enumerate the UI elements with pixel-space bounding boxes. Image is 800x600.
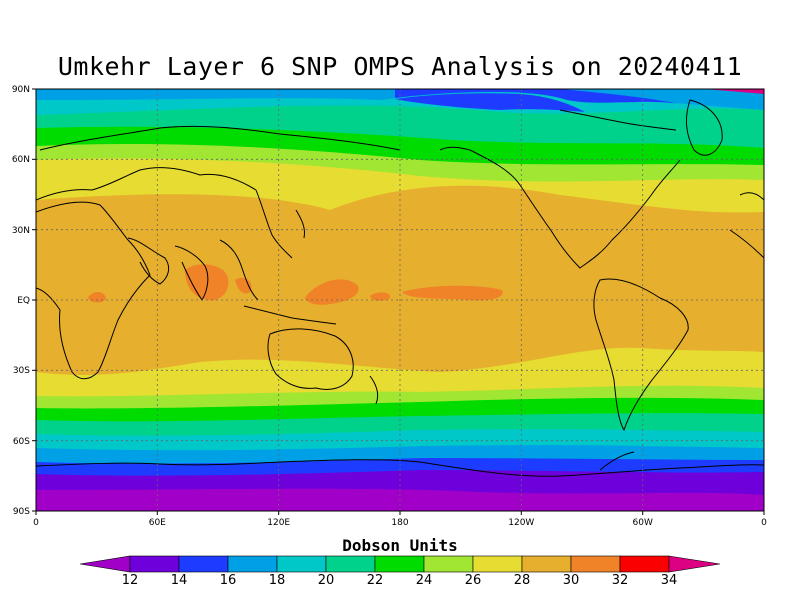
colorbar-segment <box>374 555 425 573</box>
colorbar-tick-label: 12 <box>122 573 139 588</box>
coast-greenland <box>686 99 723 156</box>
lon-label: 120W <box>508 518 534 528</box>
blob-32-pacific <box>305 279 359 305</box>
lon-label: 120E <box>267 518 290 528</box>
lon-label: 60W <box>633 518 653 528</box>
lon-label: 0 <box>33 518 39 528</box>
colorbar-tick-label: 34 <box>661 573 678 588</box>
colorbar: 12 14 16 18 20 22 24 26 28 30 32 34 <box>79 555 721 588</box>
colorbar-segment <box>619 555 670 573</box>
lat-label: EQ <box>17 296 30 306</box>
band-16-north-core <box>395 93 585 112</box>
colorbar-tick-label: 24 <box>416 573 433 588</box>
coast-west-africa <box>729 229 764 259</box>
lat-label: 60S <box>13 437 30 447</box>
colorbar-arrow-low <box>79 555 131 573</box>
colorbar-segment <box>325 555 376 573</box>
colorbar-segment <box>276 555 327 573</box>
lon-label: 180 <box>391 518 408 528</box>
lon-label: 0 <box>761 518 767 528</box>
colorbar-tick-label: 30 <box>563 573 580 588</box>
colorbar-tick-label: 16 <box>220 573 237 588</box>
coast-europe <box>36 167 257 201</box>
coast-africa <box>36 201 151 380</box>
lon-labels: 0 60E 120E 180 120W 60W 0 <box>33 518 767 528</box>
coast-japan <box>295 209 305 239</box>
colorbar-segment <box>472 555 523 573</box>
colorbar-tick-label: 20 <box>318 573 335 588</box>
colorbar-segment <box>178 555 229 573</box>
coast-south-america <box>593 278 689 432</box>
coast-antarctica <box>36 459 764 477</box>
blob-32-east <box>402 285 503 301</box>
coast-china <box>255 189 293 259</box>
colorbar-tick-label: 22 <box>367 573 384 588</box>
coast-russia-north <box>39 125 401 151</box>
colorbar-arrow-high <box>668 555 721 573</box>
coast-canada-islands <box>559 109 677 131</box>
colorbar-tick-label: 14 <box>171 573 188 588</box>
colorbar-tick-label: 32 <box>612 573 629 588</box>
colorbar-segment <box>227 555 278 573</box>
colorbar-title: Dobson Units <box>342 536 458 555</box>
axis-ticks <box>32 88 765 515</box>
coast-india <box>174 245 209 301</box>
band-16-north <box>395 89 680 104</box>
lat-label: 90S <box>13 507 30 517</box>
lat-label: 30S <box>13 366 30 376</box>
coast-alaska <box>439 146 471 151</box>
colorbar-segment <box>129 555 180 573</box>
colorbar-tick-label: 18 <box>269 573 286 588</box>
coast-new-zealand <box>369 375 379 405</box>
band-12-north-corner <box>700 89 764 94</box>
blob-32-small <box>370 292 391 301</box>
graticule <box>36 89 764 511</box>
lat-labels: 90N 60N 30N EQ 30S 60S 90S <box>12 85 30 517</box>
colorbar-segment <box>570 555 621 573</box>
colorbar-tick-label: 28 <box>514 573 531 588</box>
colorbar-segment <box>423 555 474 573</box>
lat-label: 30N <box>12 226 30 236</box>
coast-se-asia <box>219 239 259 301</box>
lon-label: 60E <box>149 518 166 528</box>
coast-antarctic-peninsula <box>599 451 635 471</box>
lat-label: 90N <box>12 85 30 95</box>
lat-label: 60N <box>12 155 30 165</box>
map-title: Umkehr Layer 6 SNP OMPS Analysis on 2024… <box>57 52 743 81</box>
coast-arabia <box>127 237 170 285</box>
coast-indonesia <box>243 305 337 325</box>
coast-north-america <box>469 149 681 269</box>
colorbar-tick-label: 26 <box>465 573 482 588</box>
colorbar-segment <box>521 555 572 573</box>
coast-west-europe <box>739 192 764 201</box>
coastlines <box>36 99 764 477</box>
coast-australia <box>267 328 354 390</box>
